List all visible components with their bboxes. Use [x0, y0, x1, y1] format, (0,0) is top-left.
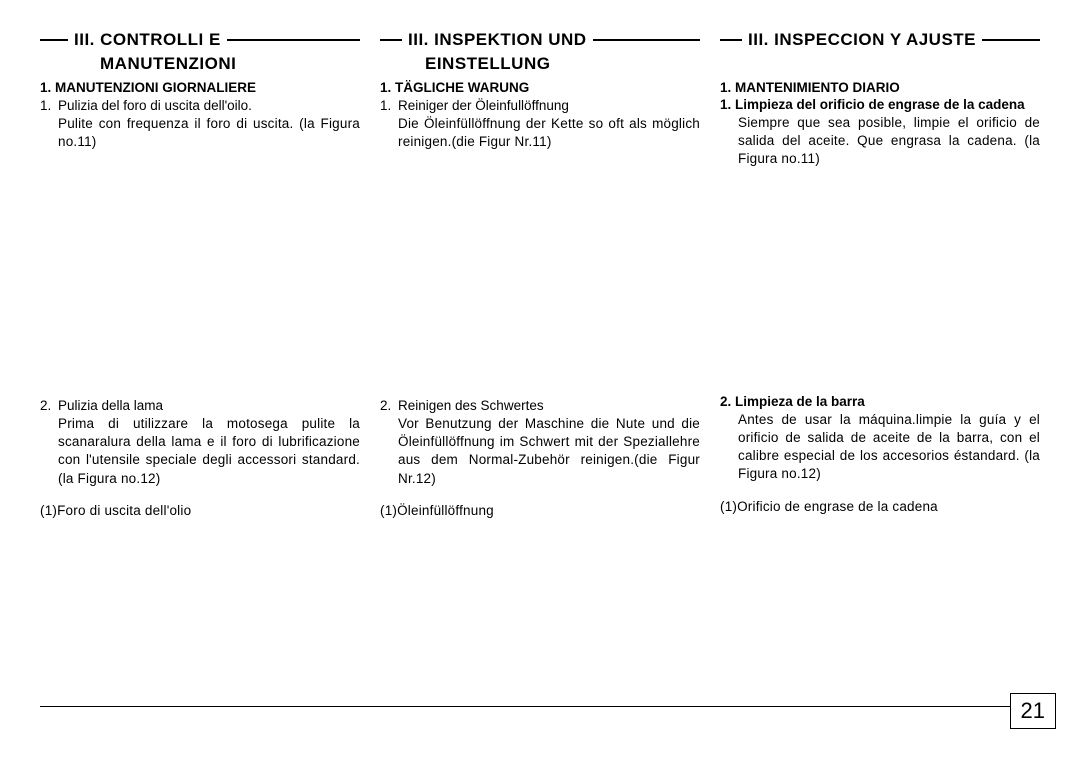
column-italian: III. CONTROLLI E MANUTENZIONI 1. MANUTEN…	[40, 30, 360, 520]
heading-row-de: III. INSPEKTION UND	[380, 30, 700, 50]
block2-es: 2. Limpieza de la barra Antes de usar la…	[720, 394, 1040, 484]
hline-right-es	[982, 39, 1040, 41]
item1-body-es: Siempre que sea posible, limpie el orifi…	[720, 114, 1040, 169]
spacer-es	[720, 54, 1040, 76]
heading2-de: EINSTELLUNG	[380, 54, 700, 74]
item2-content: Pulizia della lama	[58, 397, 360, 415]
note-it: (1)Foro di uscita dell'olio	[40, 502, 360, 520]
item1-num: 1.	[40, 97, 58, 115]
bottom-border-line	[40, 706, 1015, 707]
item2-de: 2. Reinigen des Schwertes	[380, 397, 700, 415]
heading2-it: MANUTENZIONI	[40, 54, 360, 74]
block2-it: 2. Pulizia della lama Prima di utilizzar…	[40, 397, 360, 488]
item2-num: 2.	[40, 397, 58, 415]
heading-row-it: III. CONTROLLI E	[40, 30, 360, 50]
item1-title-de: Reiniger der Öleinfullöffnung	[398, 98, 569, 113]
item2-bold-es: 2. Limpieza de la barra	[720, 394, 1040, 409]
item1-de: 1. Reiniger der Öleinfullöffnung	[380, 97, 700, 115]
main-columns: III. CONTROLLI E MANUTENZIONI 1. MANUTEN…	[40, 30, 1040, 520]
item1-bold-es: 1. Limpieza del orificio de engrase de l…	[720, 97, 1040, 112]
item2-title: Pulizia della lama	[58, 398, 163, 413]
note-de: (1)Öleinfüllöffnung	[380, 502, 700, 520]
item1-it: 1. Pulizia del foro di uscita dell'oilo.	[40, 97, 360, 115]
item2-content-de: Reinigen des Schwertes	[398, 397, 700, 415]
item1-content-de: Reiniger der Öleinfullöffnung	[398, 97, 700, 115]
subheading-es: 1. MANTENIMIENTO DIARIO	[720, 80, 1040, 95]
item1-num-de: 1.	[380, 97, 398, 115]
heading1-it: III. CONTROLLI E	[68, 30, 227, 50]
hline-right	[227, 39, 360, 41]
item1-body-de: Die Öleinfüllöffnung der Kette so oft al…	[380, 115, 700, 151]
item2-title-de: Reinigen des Schwertes	[398, 398, 544, 413]
subheading-de: 1. TÄGLICHE WARUNG	[380, 80, 700, 95]
note-es: (1)Orificio de engrase de la cadena	[720, 498, 1040, 516]
item2-num-de: 2.	[380, 397, 398, 415]
column-german: III. INSPEKTION UND EINSTELLUNG 1. TÄGLI…	[380, 30, 700, 520]
item1-body-it: Pulite con frequenza il foro di uscita. …	[40, 115, 360, 151]
item2-body-de: Vor Benutzung der Maschine die Nute und …	[380, 415, 700, 488]
item2-body-it: Prima di utilizzare la motosega pulite l…	[40, 415, 360, 488]
column-spanish: III. INSPECCION Y AJUSTE 1. MANTENIMIENT…	[720, 30, 1040, 520]
heading-row-es: III. INSPECCION Y AJUSTE	[720, 30, 1040, 50]
item2-body-es: Antes de usar la máquina.limpie la guía …	[720, 411, 1040, 484]
item1-title: Pulizia del foro di uscita dell'oilo.	[58, 98, 252, 113]
item2-it: 2. Pulizia della lama	[40, 397, 360, 415]
heading1-de: III. INSPEKTION UND	[402, 30, 593, 50]
subheading-it: 1. MANUTENZIONI GIORNALIERE	[40, 80, 360, 95]
hline-left	[40, 39, 68, 41]
block2-de: 2. Reinigen des Schwertes Vor Benutzung …	[380, 397, 700, 488]
item1-content: Pulizia del foro di uscita dell'oilo.	[58, 97, 360, 115]
page-number: 21	[1010, 693, 1056, 729]
hline-left-es	[720, 39, 742, 41]
hline-left-de	[380, 39, 402, 41]
hline-right-de	[593, 39, 700, 41]
heading1-es: III. INSPECCION Y AJUSTE	[742, 30, 982, 50]
